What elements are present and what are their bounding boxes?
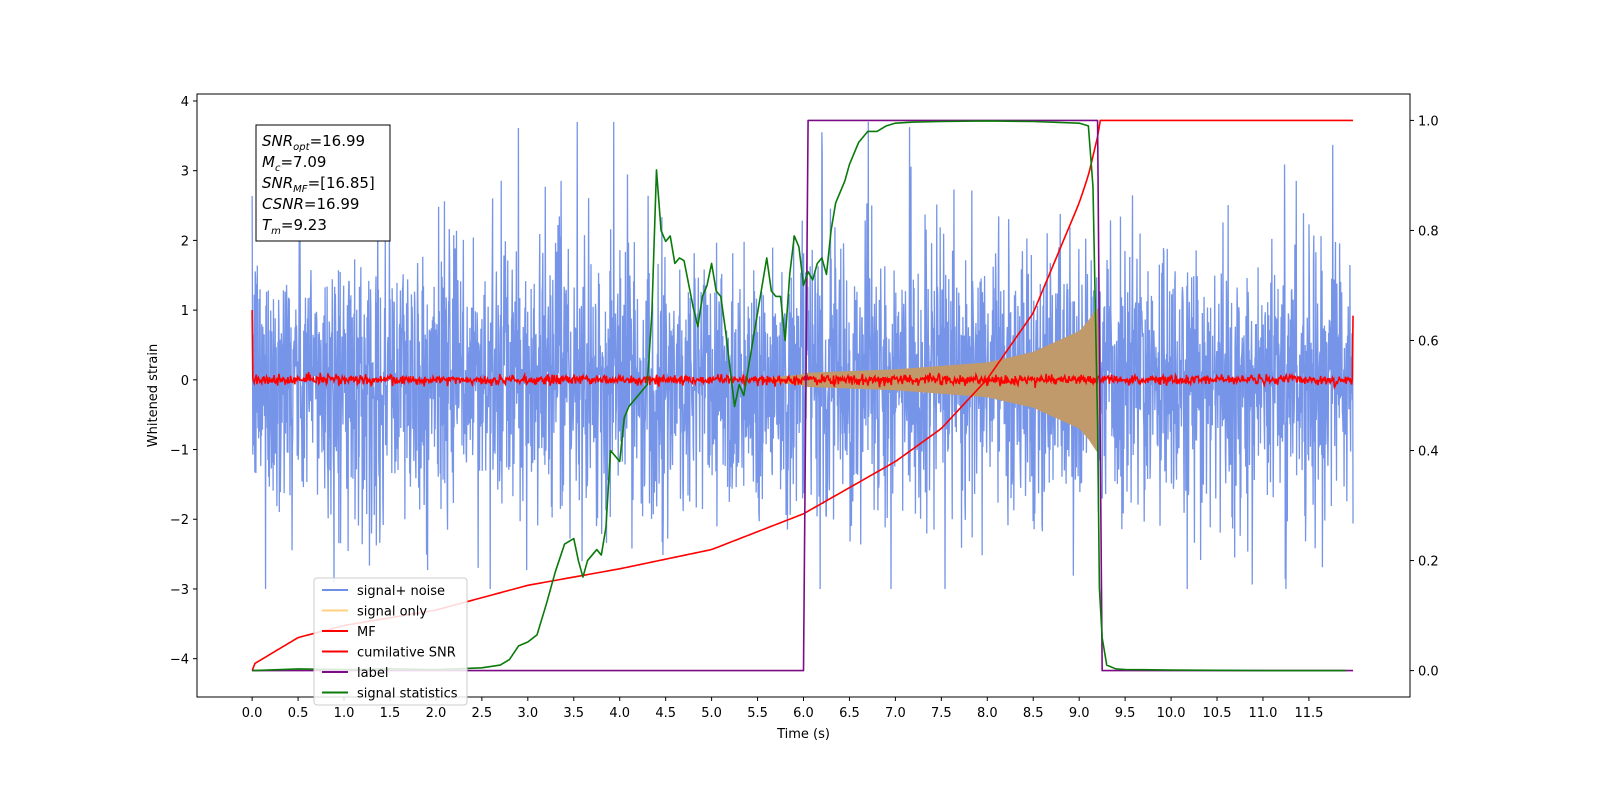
info-line: CSNR=16.99 xyxy=(262,195,359,213)
y2-tick-label: 0.6 xyxy=(1418,334,1439,349)
legend-label: label xyxy=(357,666,388,681)
y-tick-label: −2 xyxy=(170,513,189,528)
x-tick-label: 3.0 xyxy=(517,706,538,721)
x-axis-label: Time (s) xyxy=(776,727,830,742)
info-line: SNRopt=16.99 xyxy=(262,132,365,153)
x-tick-label: 1.0 xyxy=(334,706,355,721)
x-tick-label: 1.5 xyxy=(380,706,401,721)
legend-label: signal only xyxy=(357,605,427,620)
y-axis-right: 1.0 0.8 0.6 0.4 0.2 0.0 xyxy=(1410,114,1439,680)
legend-frame xyxy=(313,577,468,706)
x-tick-label: 10.0 xyxy=(1157,706,1186,721)
y-tick-label: 1 xyxy=(181,304,189,319)
info-line: Mc=7.09 xyxy=(262,153,326,174)
x-tick-label: 6.5 xyxy=(839,706,860,721)
x-tick-label: 9.0 xyxy=(1069,706,1090,721)
x-tick-label: 8.0 xyxy=(977,706,998,721)
y2-tick-label: 0.2 xyxy=(1418,555,1439,570)
y2-tick-label: 0.0 xyxy=(1418,665,1439,680)
x-tick-label: 2.5 xyxy=(472,706,493,721)
x-tick-label: 11.0 xyxy=(1248,706,1277,721)
y2-tick-label: 1.0 xyxy=(1418,114,1439,129)
x-tick-label: 9.5 xyxy=(1115,706,1136,721)
series-label xyxy=(252,119,1354,672)
x-tick-label: 6.0 xyxy=(793,706,814,721)
y-tick-label: 2 xyxy=(181,234,189,249)
series-signal-noise xyxy=(251,121,1354,589)
x-tick-label: 3.5 xyxy=(563,706,584,721)
y-tick-label: −3 xyxy=(170,583,189,598)
legend-label: MF xyxy=(357,625,376,640)
series-mf xyxy=(251,310,1354,390)
x-axis: 0.0 0.5 1.0 1.5 2.0 2.5 3.0 3.5 4.0 4.5 5.0 5.5 6.0 6… xyxy=(242,697,1323,721)
series-signal-statistics xyxy=(252,120,1346,672)
x-tick-label: 7.0 xyxy=(885,706,906,721)
y2-tick-label: 0.8 xyxy=(1418,224,1439,239)
x-tick-label: 11.5 xyxy=(1294,706,1323,721)
x-tick-label: 2.0 xyxy=(426,706,447,721)
y-tick-label: −1 xyxy=(170,444,189,459)
legend: signal+ noise signal only MF cumilative SNR… xyxy=(313,577,468,706)
x-tick-label: 4.5 xyxy=(655,706,676,721)
y-axis-left: 4 3 2 1 0 −1 −2 −3 −4 xyxy=(170,95,197,668)
x-tick-label: 0.0 xyxy=(242,706,263,721)
info-box-frame xyxy=(255,124,391,242)
y-axis-label: Whitened strain xyxy=(146,344,161,447)
info-line: Tm=9.23 xyxy=(262,216,327,237)
info-line: SNRMF=[16.85] xyxy=(262,174,375,195)
y2-tick-label: 0.4 xyxy=(1418,445,1439,460)
y-tick-label: 4 xyxy=(181,95,189,110)
info-box: SNRopt=16.99Mc=7.09SNRMF=[16.85]CSNR=16.… xyxy=(255,124,391,242)
x-tick-label: 0.5 xyxy=(288,706,309,721)
x-tick-label: 5.0 xyxy=(701,706,722,721)
x-tick-label: 4.0 xyxy=(609,706,630,721)
x-tick-label: 8.5 xyxy=(1023,706,1044,721)
x-tick-label: 5.5 xyxy=(747,706,768,721)
x-tick-label: 10.5 xyxy=(1203,706,1232,721)
x-tick-label: 7.5 xyxy=(931,706,952,721)
y-tick-label: 0 xyxy=(181,374,189,389)
y-tick-label: 3 xyxy=(181,165,189,180)
legend-label: signal statistics xyxy=(357,687,458,702)
legend-label: signal+ noise xyxy=(357,584,445,599)
legend-label: cumilative SNR xyxy=(357,646,456,661)
y-tick-label: −4 xyxy=(170,653,189,668)
